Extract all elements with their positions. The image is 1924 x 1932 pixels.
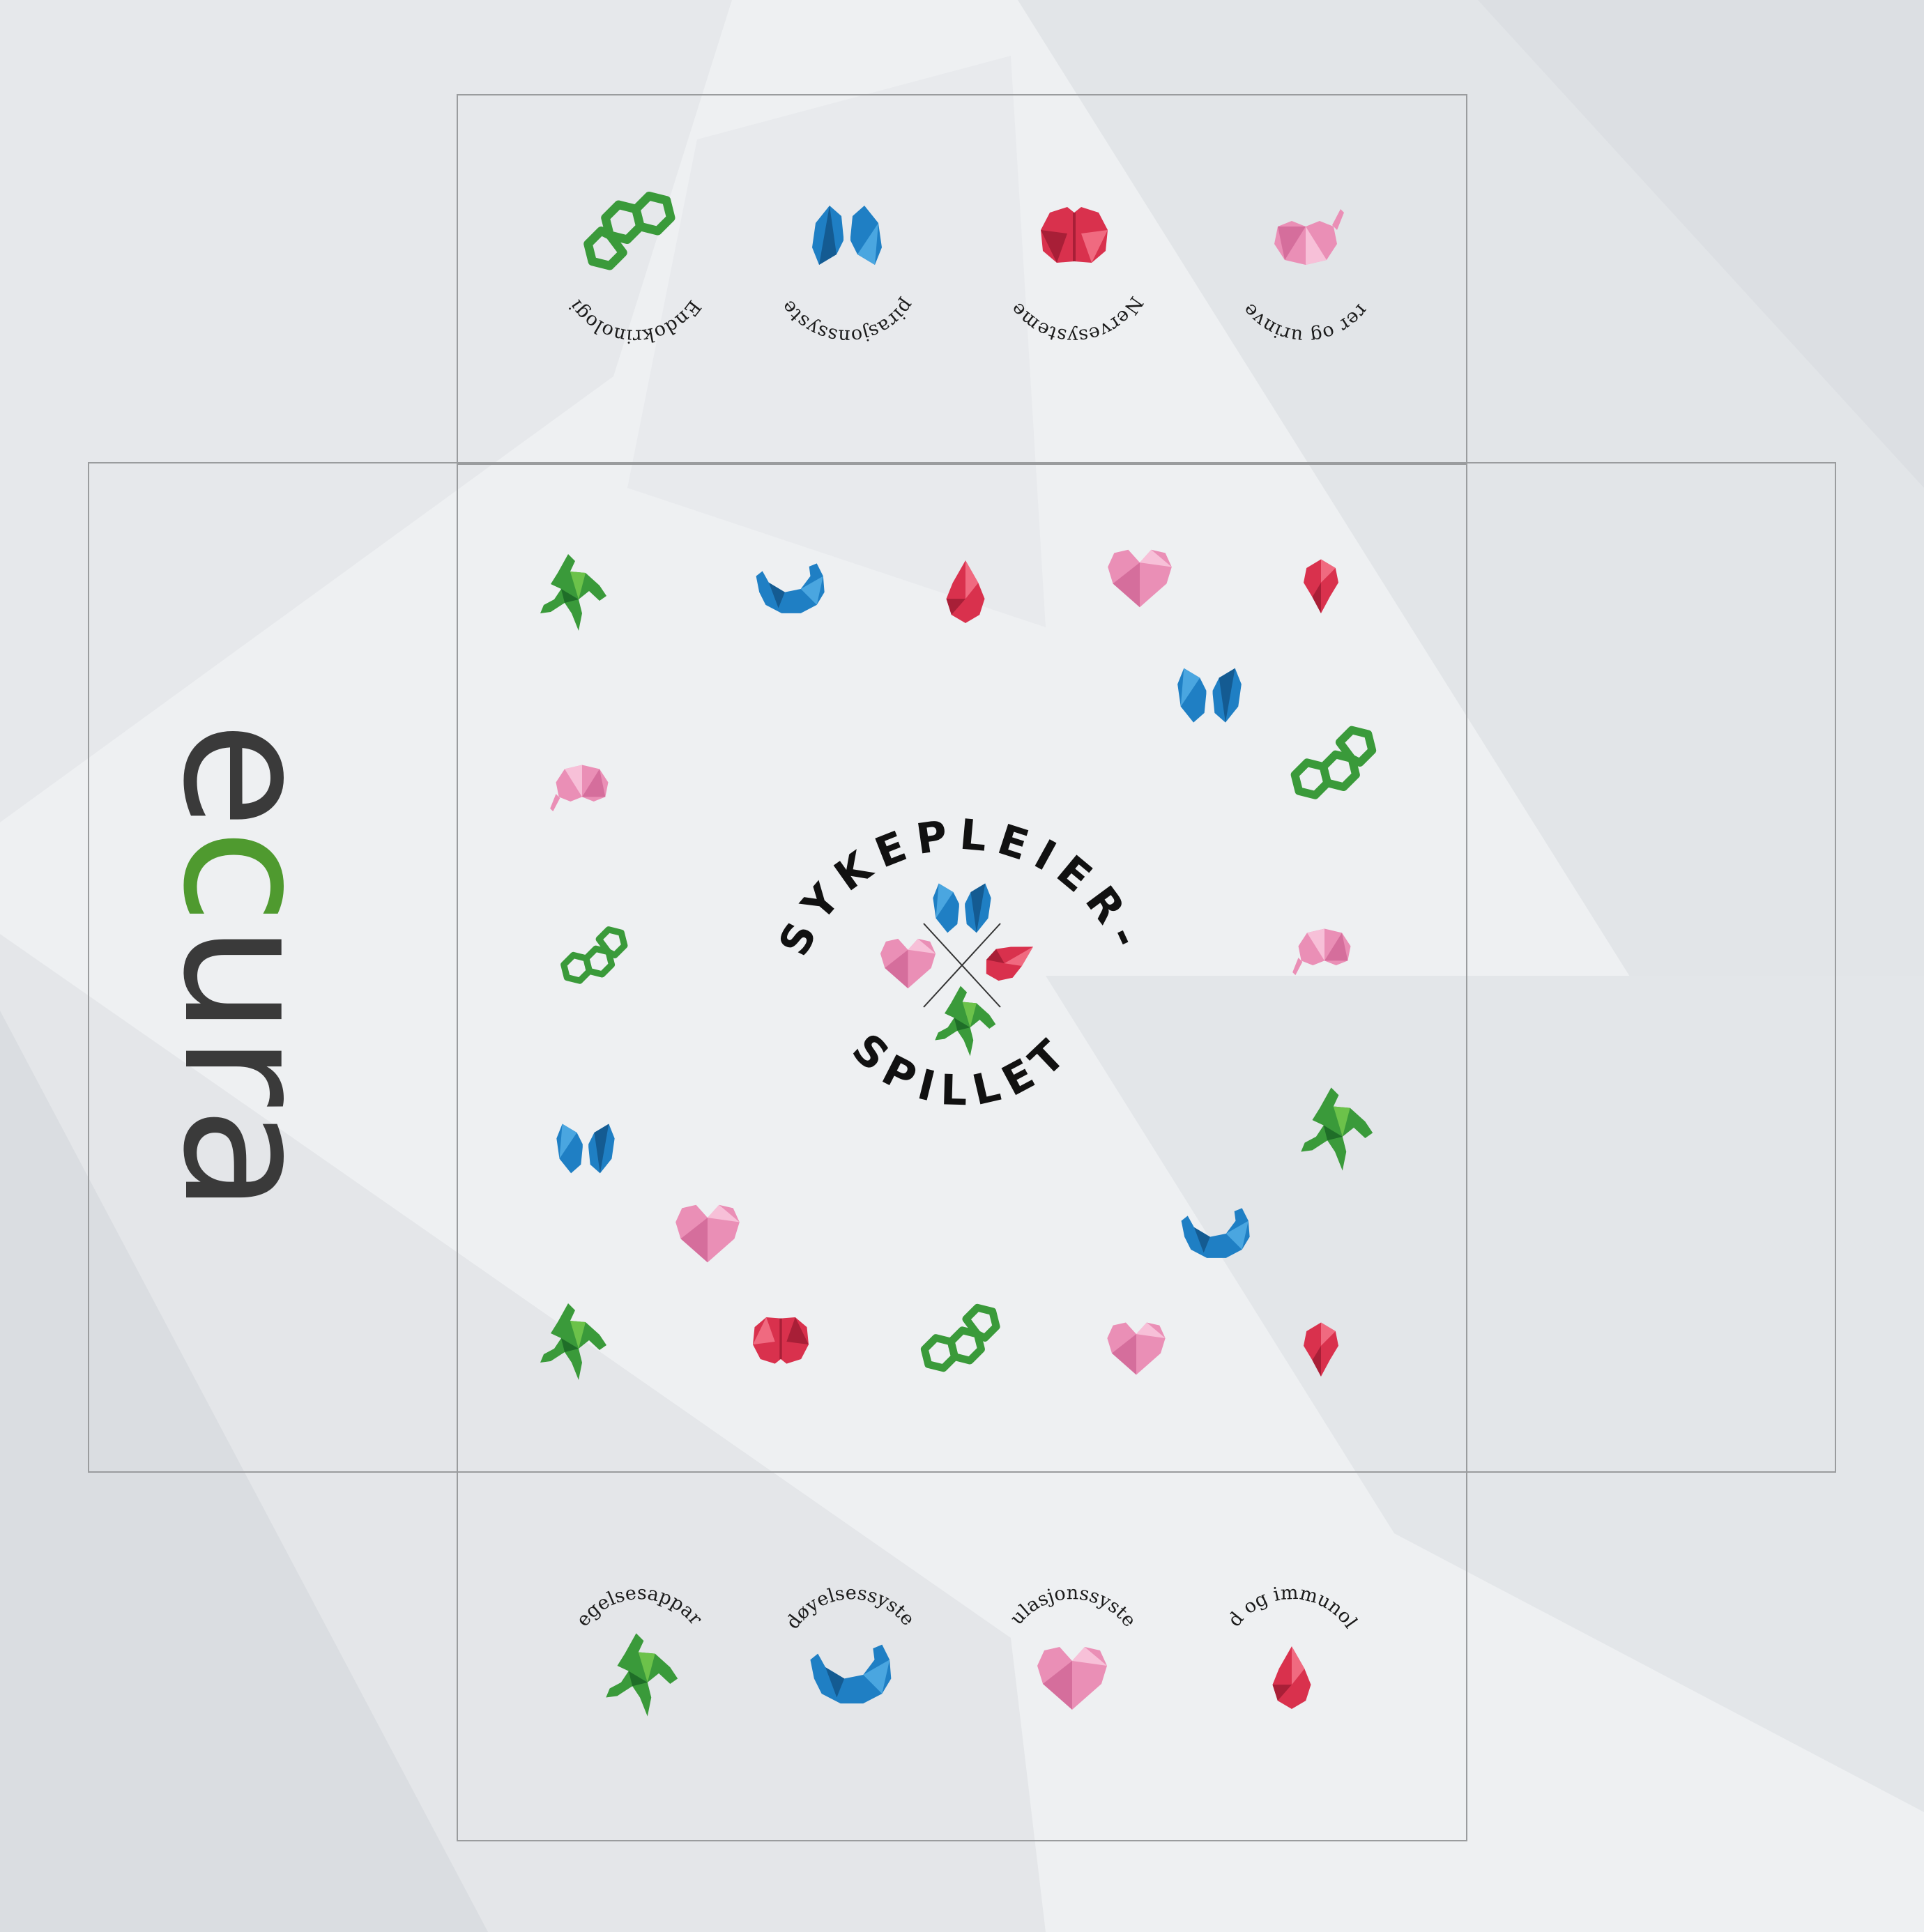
logo-text-e: e	[145, 721, 348, 829]
brain-icon	[1039, 206, 1109, 264]
brain-icon	[751, 1316, 810, 1365]
ecura-logo: ecura	[145, 721, 348, 1213]
logo-text-c: c	[145, 829, 348, 924]
box-net-outline	[88, 94, 1836, 1841]
logo-text-ura: ura	[145, 924, 348, 1213]
svg-text:ecura: ecura	[145, 721, 348, 1213]
